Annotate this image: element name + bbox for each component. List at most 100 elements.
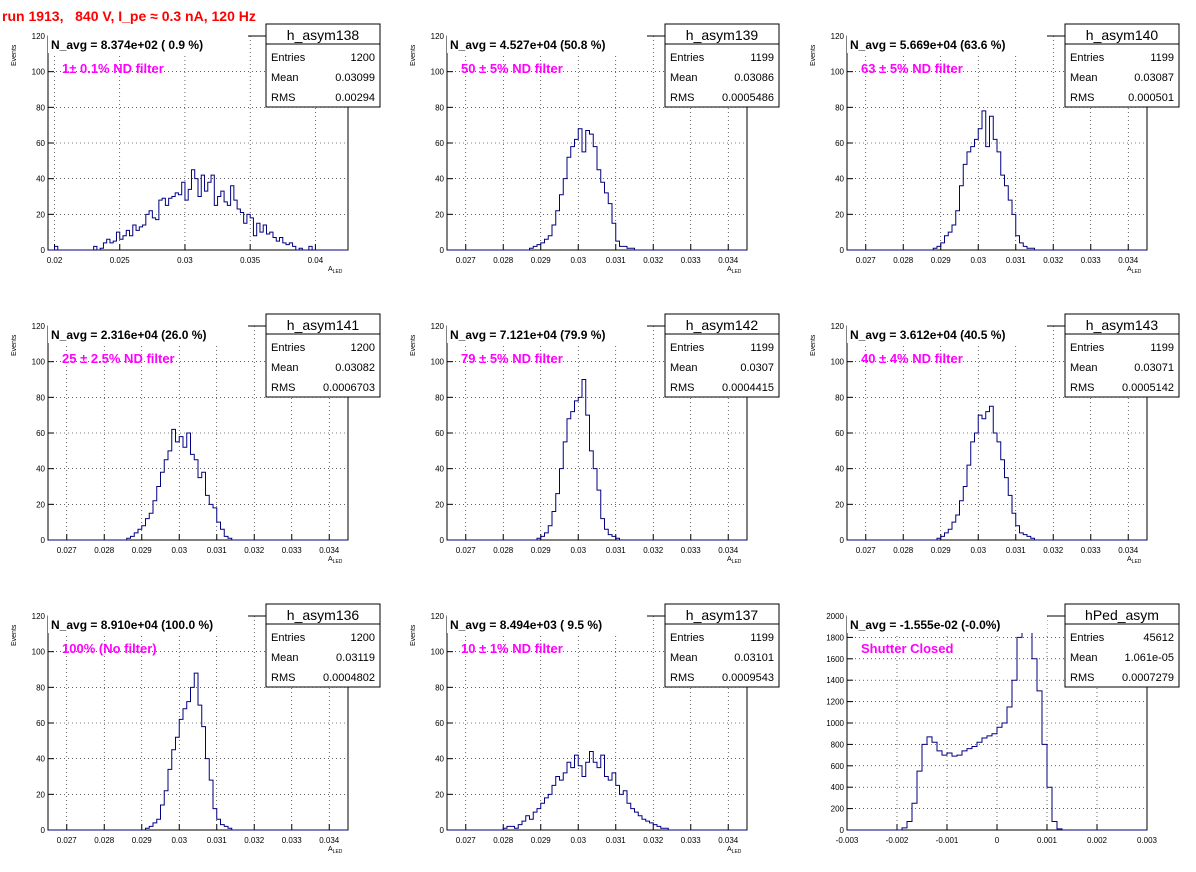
y-tick-label: 60 — [36, 719, 45, 728]
histogram-panel-h_asym140: 0.027 0.028 0.029 0.03 0.031 0.032 0.033 0.034 0… — [810, 23, 1180, 275]
stats-value: 0.03071 — [1134, 362, 1174, 374]
x-tick-label: 0.034 — [718, 546, 739, 555]
x-tick-label: 0.027 — [856, 256, 877, 265]
y-tick-label: 80 — [435, 103, 444, 112]
stats-label: Entries — [670, 342, 705, 354]
stats-label: RMS — [1070, 672, 1094, 684]
y-axis-label: Events — [410, 44, 417, 66]
histogram-title: N_avg = 8.910e+04 (100.0 %) — [51, 618, 213, 632]
x-tick-label: 0.03 — [171, 836, 187, 845]
stats-label: Mean — [670, 652, 698, 664]
stats-value: 0.0004415 — [722, 382, 774, 394]
y-tick-label: 40 — [435, 465, 444, 474]
x-tick-label: 0.028 — [493, 836, 514, 845]
x-axis-label: ALED — [328, 846, 343, 855]
stats-label: Entries — [1070, 52, 1105, 64]
y-tick-label: 20 — [435, 500, 444, 509]
stats-value: 0.03087 — [1134, 72, 1174, 84]
y-tick-label: 80 — [36, 683, 45, 692]
histogram-line — [447, 379, 747, 541]
y-tick-label: 0 — [840, 536, 845, 545]
y-tick-label: 800 — [831, 740, 845, 749]
histogram-line — [48, 428, 348, 541]
x-tick-label: 0.04 — [308, 256, 324, 265]
histogram-name: hPed_asym — [1085, 607, 1159, 623]
stats-box — [664, 603, 780, 688]
stats-label: Entries — [271, 52, 306, 64]
y-tick-label: 40 — [36, 465, 45, 474]
x-tick-label: 0.028 — [893, 256, 914, 265]
x-tick-label: 0.03 — [970, 546, 986, 555]
x-tick-label: 0.031 — [1006, 256, 1027, 265]
y-tick-label: 120 — [32, 612, 46, 621]
stats-value: 1.061e-05 — [1124, 652, 1174, 664]
x-tick-label: 0.029 — [132, 546, 153, 555]
title-background — [847, 325, 1047, 343]
stats-label: Mean — [1070, 362, 1098, 374]
stats-value: 1199 — [750, 632, 774, 644]
x-tick-label: 0.032 — [244, 546, 265, 555]
histogram-panel-h_asym142: 0.027 0.028 0.029 0.03 0.031 0.032 0.033 0.034 0… — [410, 313, 780, 565]
y-tick-label: 120 — [32, 322, 46, 331]
stats-value: 0.0005486 — [722, 92, 774, 104]
x-tick-label: 0.029 — [531, 256, 552, 265]
x-tick-label: 0.029 — [531, 836, 552, 845]
stats-value: 0.03099 — [335, 72, 375, 84]
x-tick-label: -0.002 — [886, 836, 909, 845]
filter-annotation: 1± 0.1% ND filter — [62, 61, 164, 76]
y-tick-label: 0 — [41, 826, 46, 835]
x-tick-label: 0.033 — [282, 836, 303, 845]
y-tick-label: 60 — [435, 429, 444, 438]
histogram-name: h_asym137 — [686, 607, 759, 623]
histogram-name: h_asym143 — [1086, 317, 1159, 333]
title-background — [447, 35, 647, 53]
x-axis-label: ALED — [328, 266, 343, 275]
x-tick-label: 0.03 — [570, 256, 586, 265]
histogram-panel-h_asym139: 0.027 0.028 0.029 0.03 0.031 0.032 0.033 0.034 0… — [410, 23, 780, 275]
x-tick-label: 0.033 — [1081, 256, 1102, 265]
x-axis-label: ALED — [328, 556, 343, 565]
histogram-panel-h_asym136: 0.027 0.028 0.029 0.03 0.031 0.032 0.033 0.034 0… — [11, 603, 381, 855]
filter-annotation: 79 ± 5% ND filter — [461, 351, 563, 366]
histogram-name: h_asym142 — [686, 317, 759, 333]
stats-value: 1200 — [351, 52, 375, 64]
stats-value: 0.0009543 — [722, 672, 774, 684]
y-tick-label: 0 — [840, 246, 845, 255]
stats-box — [1064, 603, 1180, 688]
x-tick-label: 0.001 — [1037, 836, 1058, 845]
y-tick-label: 2000 — [826, 612, 844, 621]
title-background — [48, 35, 248, 53]
y-tick-label: 20 — [435, 210, 444, 219]
histogram-title: N_avg = -1.555e-02 (-0.0%) — [850, 618, 1000, 632]
y-tick-label: 120 — [431, 32, 445, 41]
y-tick-label: 120 — [32, 32, 46, 41]
x-tick-label: 0 — [995, 836, 1000, 845]
x-tick-label: 0.003 — [1137, 836, 1158, 845]
stats-value: 0.0006703 — [323, 382, 375, 394]
y-tick-label: 1200 — [826, 698, 844, 707]
stats-label: Entries — [1070, 342, 1105, 354]
y-tick-label: 40 — [835, 175, 844, 184]
y-tick-label: 0 — [41, 536, 46, 545]
x-tick-label: 0.03 — [570, 546, 586, 555]
stats-label: Mean — [1070, 72, 1098, 84]
stats-label: RMS — [271, 382, 295, 394]
y-tick-label: 200 — [831, 805, 845, 814]
x-axis-label: ALED — [1127, 266, 1142, 275]
y-tick-label: 1400 — [826, 676, 844, 685]
x-tick-label: 0.035 — [240, 256, 261, 265]
stats-label: Mean — [670, 72, 698, 84]
x-axis-label: ALED — [727, 846, 742, 855]
histogram-title: N_avg = 2.316e+04 (26.0 %) — [51, 328, 206, 342]
title-background — [48, 325, 248, 343]
x-tick-label: 0.027 — [57, 836, 78, 845]
stats-value: 1199 — [1150, 52, 1174, 64]
stats-box — [664, 23, 780, 108]
stats-label: Mean — [271, 362, 299, 374]
x-tick-label: -0.003 — [836, 836, 859, 845]
y-tick-label: 100 — [32, 648, 46, 657]
x-tick-label: 0.034 — [718, 836, 739, 845]
y-tick-label: 60 — [36, 429, 45, 438]
filter-annotation: 10 ± 1% ND filter — [461, 641, 563, 656]
histogram-panel-h_asym143: 0.027 0.028 0.029 0.03 0.031 0.032 0.033 0.034 0… — [810, 313, 1180, 565]
